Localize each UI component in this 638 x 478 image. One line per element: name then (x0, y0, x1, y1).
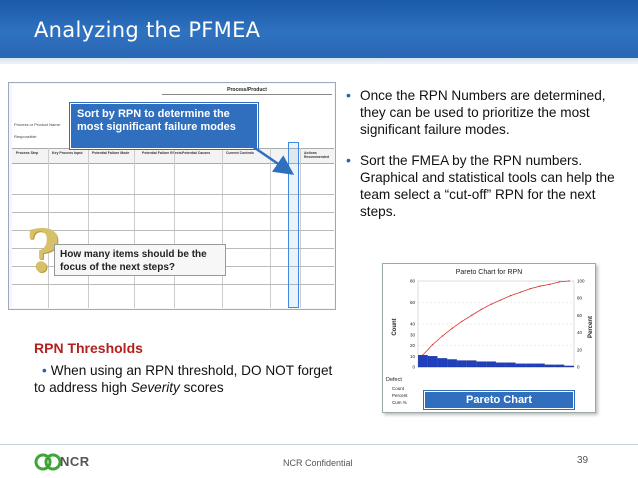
pareto-left-tick-label: 10 (410, 354, 416, 359)
fmea-row-divider (12, 194, 334, 195)
fmea-grid-line (88, 148, 89, 308)
pareto-right-tick-label: 100 (577, 279, 585, 284)
fmea-grid-line (174, 148, 175, 308)
title-bar-underline (0, 58, 638, 64)
threshold-severity-word: Severity (130, 380, 180, 395)
fmea-col-header: Actions Recommended (304, 151, 330, 159)
bullet-dot-icon: • (346, 152, 351, 168)
pareto-chart: Pareto Chart for RPN 8060403020100100806… (386, 269, 594, 405)
pareto-right-tick-label: 0 (577, 365, 580, 370)
fmea-row-divider (12, 212, 334, 213)
pareto-bar (466, 360, 477, 368)
bullet-list: • Once the RPN Numbers are determined, t… (346, 87, 630, 234)
fmea-col-header: Process Step (16, 151, 39, 155)
pareto-bar (486, 361, 496, 368)
threshold-text-start: When using an RPN threshold, DO NOT forg… (34, 363, 333, 395)
pareto-bar (505, 362, 516, 368)
fmea-col-header: Current Controls (226, 151, 254, 155)
pareto-right-tick-label: 20 (577, 347, 583, 352)
pareto-bar (427, 356, 438, 368)
pareto-row-label: Cum % (392, 400, 407, 405)
pareto-cumulative-line (422, 280, 570, 356)
fmea-row-divider (12, 230, 334, 231)
fmea-grid-line (222, 148, 223, 308)
fmea-form-header: Process/Product (162, 87, 332, 95)
fmea-grid-line (300, 148, 301, 308)
bullet-item: • Once the RPN Numbers are determined, t… (346, 87, 630, 138)
pareto-left-tick-label: 20 (410, 343, 416, 348)
pareto-right-tick-label: 60 (577, 313, 583, 318)
bullet-text: Sort the FMEA by the RPN numbers. Graphi… (360, 153, 615, 219)
fmea-form-line: Responsible: (14, 134, 38, 139)
pareto-bar (496, 362, 506, 368)
fmea-col-header: Potential Causes (182, 151, 211, 155)
pareto-row-label: Defect (386, 377, 402, 383)
fmea-grid-line (270, 148, 271, 308)
sort-by-rpn-callout: Sort by RPN to determine the most signif… (69, 102, 259, 150)
bullet-dot-icon: • (346, 87, 351, 103)
fmea-row-divider (12, 284, 334, 285)
pareto-bar (544, 364, 555, 368)
pareto-row-label: Percent (392, 393, 408, 398)
page-number: 39 (577, 455, 589, 466)
pareto-left-tick-label: 80 (410, 279, 416, 284)
slide-title: Analyzing the PFMEA (34, 18, 261, 42)
pareto-left-axis-label: Count (392, 318, 398, 335)
pareto-bar (418, 355, 428, 368)
threshold-text-end: scores (179, 380, 224, 395)
ncr-logo-text: NCR (60, 454, 90, 469)
pareto-bar (457, 360, 467, 368)
pareto-bar (515, 363, 526, 368)
pareto-left-tick-label: 0 (412, 365, 415, 370)
fmea-grid-line (48, 148, 49, 308)
pareto-right-tick-label: 80 (577, 296, 583, 301)
rpn-column-highlight (288, 142, 299, 308)
footer-confidential: NCR Confidential (283, 458, 353, 468)
focus-question-callout: How many items should be the focus of th… (54, 244, 226, 276)
pareto-right-tick-label: 40 (577, 330, 583, 335)
bullet-item: • Sort the FMEA by the RPN numbers. Grap… (346, 152, 630, 220)
pareto-bar (476, 361, 487, 368)
pareto-bar (447, 359, 457, 368)
pareto-left-tick-label: 30 (410, 332, 416, 337)
fmea-column-header-row: Process Step Key Process Input Potential… (12, 148, 334, 164)
pareto-chart-label: Pareto Chart (423, 390, 575, 410)
ncr-logo-icon (34, 453, 62, 471)
pareto-bars (418, 280, 574, 368)
pareto-left-tick-label: 60 (410, 300, 416, 305)
bullet-dot-icon: • (42, 363, 47, 378)
pareto-chart-title: Pareto Chart for RPN (456, 269, 523, 276)
fmea-col-header: Potential Failure Mode (92, 151, 130, 155)
bullet-text: Once the RPN Numbers are determined, the… (360, 88, 606, 137)
pareto-bar (554, 364, 565, 368)
rpn-thresholds-heading: RPN Thresholds (34, 340, 143, 356)
pareto-bar (564, 365, 574, 368)
footer-divider (0, 444, 638, 445)
pareto-right-axis-label: Percent (588, 316, 594, 338)
fmea-col-header: Key Process Input (52, 151, 83, 155)
pareto-left-tick-label: 40 (410, 322, 416, 327)
pareto-bar (437, 358, 448, 368)
rpn-thresholds-text: • When using an RPN threshold, DO NOT for… (34, 362, 334, 396)
pareto-bar (525, 363, 535, 368)
title-bar (0, 0, 638, 58)
pareto-bar (535, 363, 545, 368)
fmea-grid-line (134, 148, 135, 308)
fmea-col-header: Potential Failure Effects (142, 151, 182, 155)
fmea-form-line: Process or Product Name: (14, 122, 61, 127)
pareto-gridlines (418, 302, 574, 346)
pareto-row-label: Count (392, 386, 405, 391)
